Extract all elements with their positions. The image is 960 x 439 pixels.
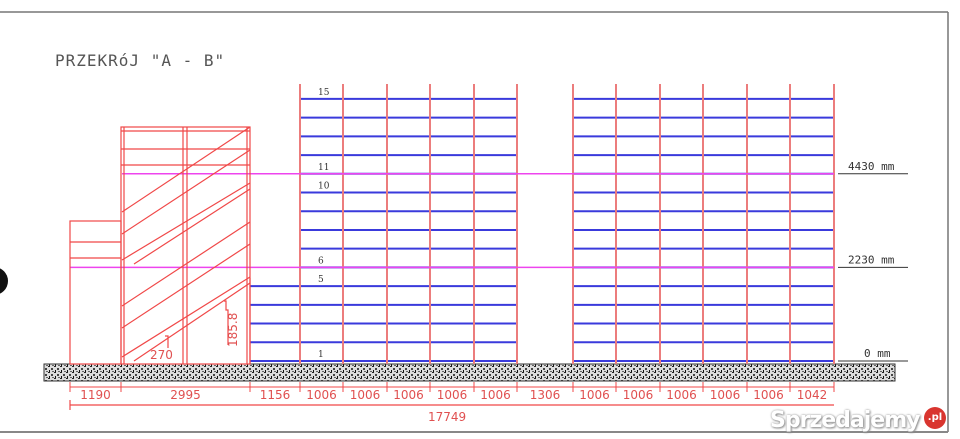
stair-stringer <box>133 282 251 362</box>
dimension-label: 2995 <box>170 388 201 402</box>
elevation-label: 0 mm <box>864 347 891 360</box>
watermark-badge: .pl <box>924 407 946 429</box>
tread-dimension: 270 <box>150 348 173 362</box>
dimension-label: 1042 <box>797 388 828 402</box>
dimension-label: 1006 <box>437 388 468 402</box>
dimension-label: 1190 <box>80 388 111 402</box>
scroll-dot <box>0 268 8 294</box>
tread-dim-line <box>165 335 169 348</box>
watermark-logo: Sprzedajemy <box>770 408 920 433</box>
dimension-label: 1306 <box>530 388 561 402</box>
elevation-label: 2230 mm <box>848 253 895 266</box>
stair-stringer <box>121 182 251 261</box>
level-label: 10 <box>318 182 330 192</box>
handrail <box>121 221 251 307</box>
level-label: 11 <box>318 163 329 173</box>
dimension-label: 1006 <box>579 388 610 402</box>
handrail <box>121 126 251 213</box>
dimension-label: 1156 <box>260 388 291 402</box>
stair-stringer <box>133 188 251 265</box>
drawing-title: PRZEKRóJ "A - B" <box>55 51 225 70</box>
level-label: 6 <box>318 256 324 266</box>
dimension-label: 1006 <box>623 388 654 402</box>
total-length-label: 17749 <box>428 410 466 424</box>
ground-slab <box>43 363 896 382</box>
stair-stringer <box>121 276 251 358</box>
level-label: 5 <box>318 275 324 285</box>
dimension-label: 1006 <box>393 388 424 402</box>
handrail <box>121 149 251 235</box>
dimension-chain: 1190 2995 1156 1006 1006 1006 1006 1006 1306 1006… <box>69 382 835 402</box>
dimension-label: 1006 <box>710 388 741 402</box>
elevation-label: 4430 mm <box>848 160 895 173</box>
level-label: 1 <box>318 350 324 360</box>
rise-dimension: 185.8 <box>226 313 240 347</box>
dimension-label: 1006 <box>306 388 337 402</box>
stair-tower: 270 185.8 <box>69 126 251 365</box>
dimension-label: 1006 <box>480 388 511 402</box>
dimension-label: 1006 <box>753 388 784 402</box>
handrail <box>121 243 251 329</box>
dimension-label: 1006 <box>350 388 381 402</box>
tower-frame <box>120 126 251 365</box>
dimension-label: 1006 <box>666 388 697 402</box>
level-label: 15 <box>318 88 330 98</box>
rise-dim-line <box>224 300 229 345</box>
